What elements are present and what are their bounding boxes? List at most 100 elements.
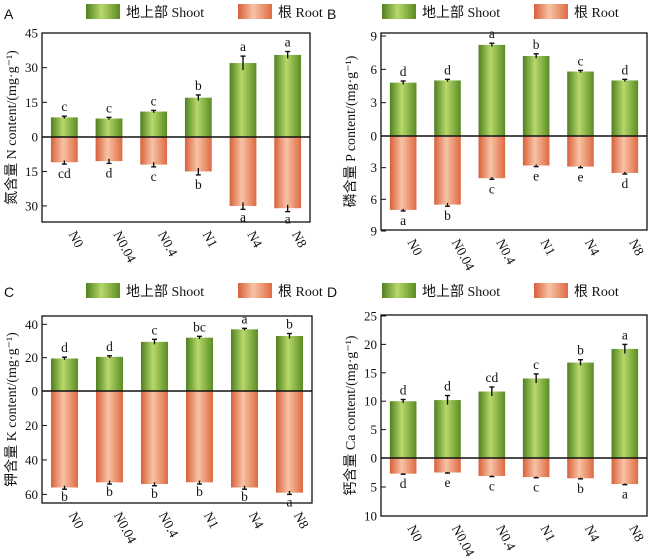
sig-label-shoot: a (489, 26, 495, 41)
y-tick-label: 20 (364, 337, 377, 352)
bar-shoot (231, 329, 258, 391)
sig-label-shoot: b (286, 317, 293, 332)
y-tick-label: 6 (371, 192, 378, 207)
bar-root (229, 137, 257, 206)
bar-shoot (478, 391, 506, 458)
sig-label-root: a (287, 494, 293, 509)
bar-shoot (522, 56, 550, 136)
bar-root (184, 137, 212, 172)
sig-label-root: b (444, 208, 451, 223)
bar-shoot (611, 348, 639, 458)
x-tick-label: N0.04 (111, 509, 140, 546)
sig-label-shoot: c (61, 99, 67, 114)
bar-root (50, 137, 78, 163)
sig-label-root: d (106, 165, 113, 180)
sig-label-root: b (61, 489, 68, 504)
x-tick-label: N8 (291, 509, 312, 531)
y-tick-label: 15 (364, 365, 377, 380)
sig-label-root: a (285, 212, 291, 227)
x-tick-label: N0 (405, 522, 426, 544)
bar-shoot (276, 336, 303, 391)
y-tick-label: 20 (25, 350, 38, 365)
bar-shoot (389, 401, 417, 458)
sig-label-shoot: c (106, 100, 112, 115)
bar-root (141, 391, 168, 485)
bar-root (522, 458, 550, 478)
bar-root (478, 136, 506, 179)
x-tick-label: N4 (582, 236, 603, 258)
x-tick-label: N0 (405, 236, 426, 258)
bar-shoot (141, 341, 168, 391)
bar-shoot (478, 44, 506, 137)
y-tick-label: 9 (371, 29, 378, 44)
y-tick-label: 9 (371, 224, 378, 239)
x-tick-label: N4 (244, 228, 265, 250)
chart-panel-a: A 地上部 Shoot 根 Root 0 15 30 45 15 30 氮含量 N content… (4, 4, 323, 265)
sig-label-root: b (195, 177, 202, 192)
sig-label-root: c (533, 480, 539, 495)
sig-label-shoot: d (621, 62, 628, 77)
panel-letter: C (4, 284, 14, 300)
bar-shoot (140, 111, 168, 137)
y-tick-label: 45 (25, 26, 38, 41)
bar-shoot (229, 63, 257, 137)
x-tick-label: N8 (289, 228, 310, 250)
bar-root (611, 136, 639, 173)
sig-label-root: c (489, 181, 495, 196)
legend-label-shoot: 地上部 Shoot (126, 284, 204, 300)
sig-label-root: e (578, 170, 584, 185)
panel-letter: D (327, 284, 337, 300)
sig-label-root: e (533, 169, 539, 184)
bar-root (567, 458, 594, 479)
legend: 地上部 Shoot 根 Root (86, 283, 323, 300)
bar-shoot (434, 400, 461, 458)
sig-label-shoot: b (533, 37, 540, 52)
bar-shoot (50, 117, 78, 137)
y-tick-label: 3 (371, 160, 378, 175)
legend: 地上部 Shoot 根 Root (86, 4, 323, 21)
x-tick-label: N4 (246, 509, 267, 531)
legend: 地上部 Shoot 根 Root (382, 4, 619, 21)
sig-label-root: cd (58, 166, 71, 181)
sig-label-shoot: a (622, 327, 628, 342)
plot-frame (380, 32, 648, 231)
plot-frame (41, 315, 313, 504)
x-tick-label: N0 (66, 228, 87, 250)
legend: 地上部 Shoot 根 Root (382, 283, 619, 300)
sig-label-root: a (240, 209, 246, 224)
sig-label-shoot: d (400, 64, 407, 79)
x-tick-label: N1 (200, 228, 221, 250)
y-tick-label: 20 (25, 418, 38, 433)
sig-label-shoot: c (578, 53, 584, 68)
y-tick-label: 3 (371, 95, 378, 110)
sig-label-shoot: d (444, 62, 451, 77)
sig-label-root: d (621, 176, 628, 191)
y-tick-label: 5 (371, 422, 378, 437)
sig-label-root: d (400, 476, 407, 491)
legend-swatch-root (534, 283, 568, 298)
legend-label-shoot: 地上部 Shoot (422, 284, 500, 300)
bar-shoot (51, 358, 78, 391)
y-tick-label: 0 (371, 129, 378, 144)
legend-label-shoot: 地上部 Shoot (422, 5, 500, 21)
x-tick-label: N0.04 (110, 228, 139, 265)
bar-root (186, 391, 213, 483)
bar-shoot (389, 82, 417, 136)
y-tick-label: 0 (371, 451, 378, 466)
sig-label-root: b (196, 484, 203, 499)
bar-shoot (434, 80, 461, 136)
y-tick-label: 10 (364, 394, 377, 409)
bar-shoot (274, 54, 302, 138)
bar-root (95, 137, 123, 162)
sig-label-shoot: d (106, 339, 113, 354)
legend-swatch-shoot (382, 283, 416, 298)
sig-label-root: b (151, 486, 158, 501)
sig-label-shoot: bc (193, 319, 206, 334)
y-tick-label: 15 (25, 164, 38, 179)
legend-swatch-root (534, 4, 568, 19)
plot-frame (380, 314, 648, 517)
bar-root (434, 136, 461, 205)
bar-root (567, 136, 594, 167)
bar-root (522, 136, 550, 166)
bar-shoot (186, 337, 213, 391)
